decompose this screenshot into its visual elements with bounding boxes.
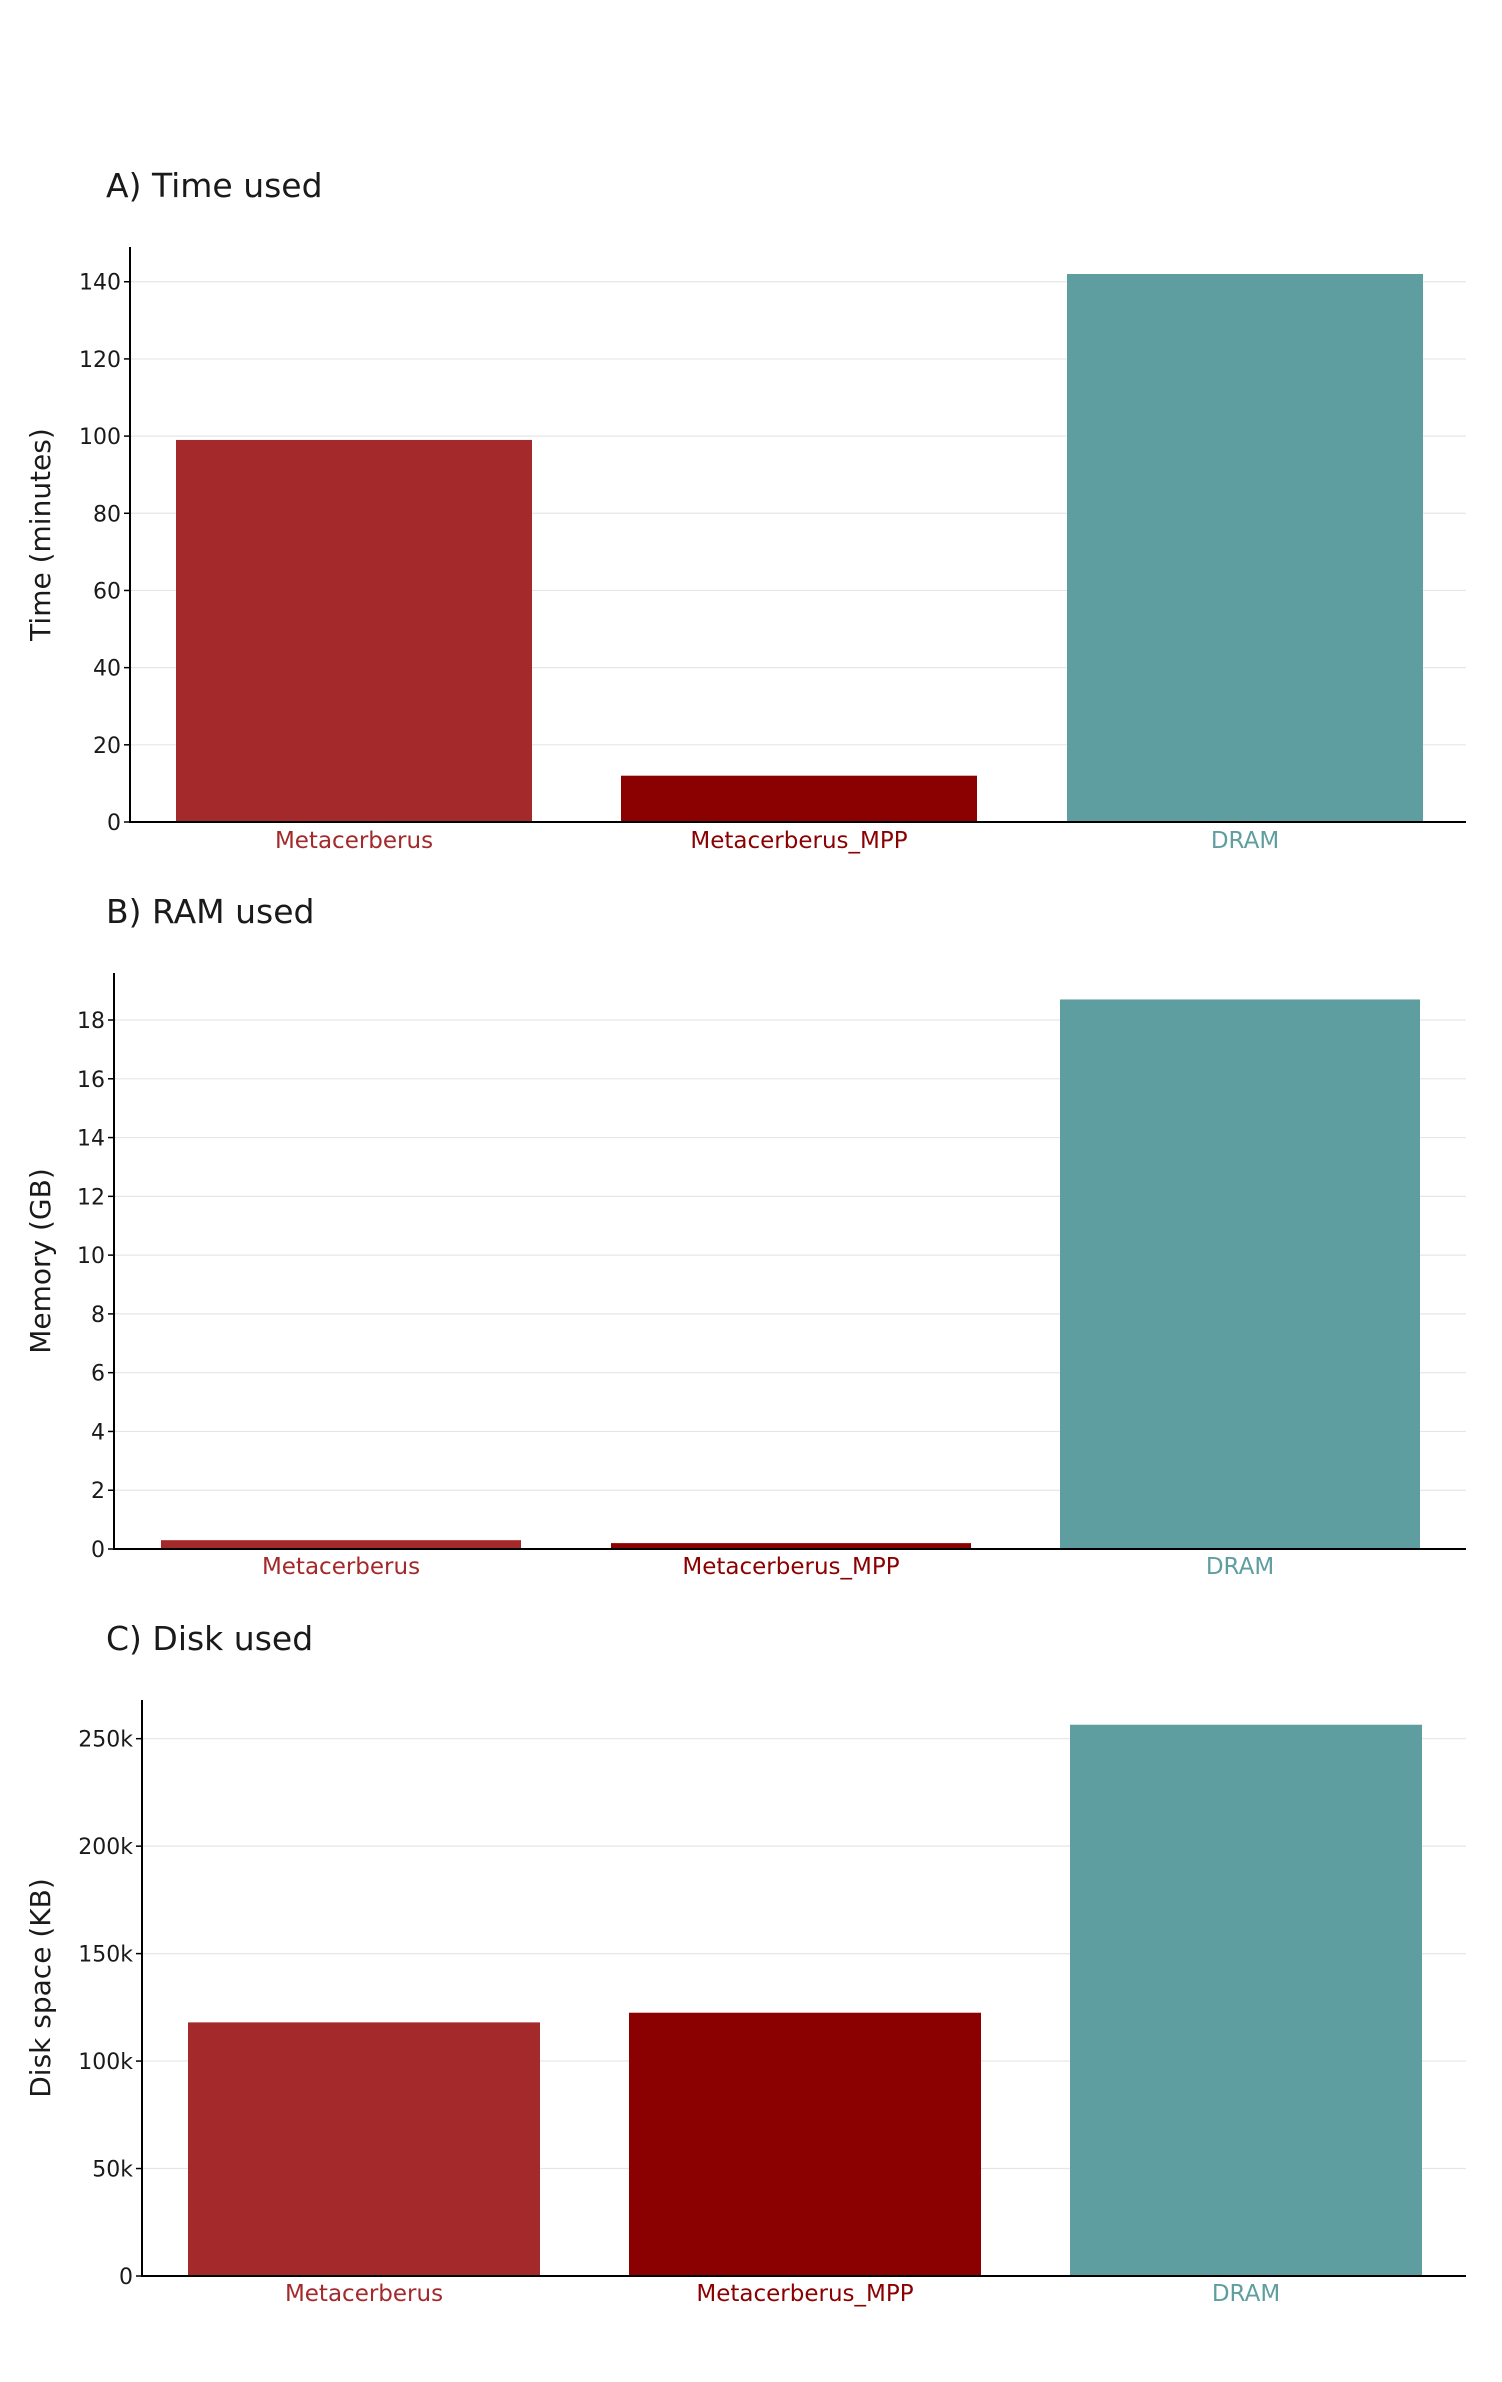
y-axis-title: Disk space (KB)	[24, 1878, 57, 2098]
y-tick-label: 0	[119, 2265, 133, 2290]
bar-metacerberus-mpp	[629, 2012, 981, 2276]
y-tick-label: 10	[77, 1244, 105, 1269]
bar-dram	[1060, 999, 1420, 1549]
y-tick-label: 100k	[78, 2050, 133, 2075]
bar-dram	[1067, 274, 1423, 822]
bar-metacerberus	[188, 2022, 540, 2276]
chart-title: C) Disk used	[106, 1619, 313, 1658]
chart-panel-2: 0 2 4 6 8 10 12 14 16 18 Metacerberus Metacerberus_…	[24, 892, 1466, 1580]
y-axis-title: Time (minutes)	[24, 428, 57, 642]
x-tick-label: Metacerberus	[262, 1554, 420, 1580]
y-tick-label: 60	[93, 579, 121, 604]
y-tick-label: 0	[91, 1538, 105, 1563]
bar-metacerberus-mpp	[611, 1543, 971, 1549]
y-tick-label: 80	[93, 502, 121, 527]
bar-metacerberus	[161, 1540, 521, 1549]
y-tick-label: 140	[79, 271, 121, 296]
x-tick-label: DRAM	[1206, 1554, 1274, 1580]
y-tick-label: 40	[93, 657, 121, 682]
y-tick-label: 250k	[78, 1728, 133, 1753]
y-tick-label: 100	[79, 425, 121, 450]
y-tick-label: 200k	[78, 1835, 133, 1860]
x-tick-label: Metacerberus	[275, 828, 433, 854]
y-axis-title: Memory (GB)	[24, 1168, 57, 1354]
bar-dram	[1070, 1724, 1422, 2276]
y-tick-label: 150k	[78, 1943, 133, 1968]
y-tick-label: 120	[79, 348, 121, 373]
y-tick-label: 4	[91, 1420, 105, 1445]
x-tick-label: Metacerberus_MPP	[690, 828, 907, 854]
chart-panel-3: 0 50k 100k 150k 200k 250k Metacerberus Metacerb…	[24, 1619, 1466, 2307]
x-tick-label: Metacerberus_MPP	[682, 1554, 899, 1580]
y-tick-label: 50k	[92, 2158, 133, 2183]
y-tick-label: 14	[77, 1127, 105, 1152]
x-tick-label: DRAM	[1211, 828, 1279, 854]
bar-metacerberus-mpp	[621, 775, 977, 822]
x-tick-label: Metacerberus_MPP	[696, 2281, 913, 2307]
y-tick-label: 0	[107, 811, 121, 836]
chart-title: B) RAM used	[106, 892, 315, 931]
y-tick-label: 2	[91, 1479, 105, 1504]
y-tick-label: 6	[91, 1362, 105, 1387]
chart-title: A) Time used	[106, 166, 323, 205]
y-tick-label: 20	[93, 734, 121, 759]
y-tick-label: 8	[91, 1303, 105, 1328]
y-tick-label: 18	[77, 1009, 105, 1034]
x-tick-label: DRAM	[1212, 2281, 1280, 2307]
chart-panel-1: 0 20 40 60 80 100 120 140 Metacerberus Metacerber…	[24, 166, 1466, 854]
y-tick-label: 16	[77, 1068, 105, 1093]
bar-metacerberus	[176, 439, 532, 822]
x-tick-label: Metacerberus	[285, 2281, 443, 2307]
y-tick-label: 12	[77, 1185, 105, 1210]
